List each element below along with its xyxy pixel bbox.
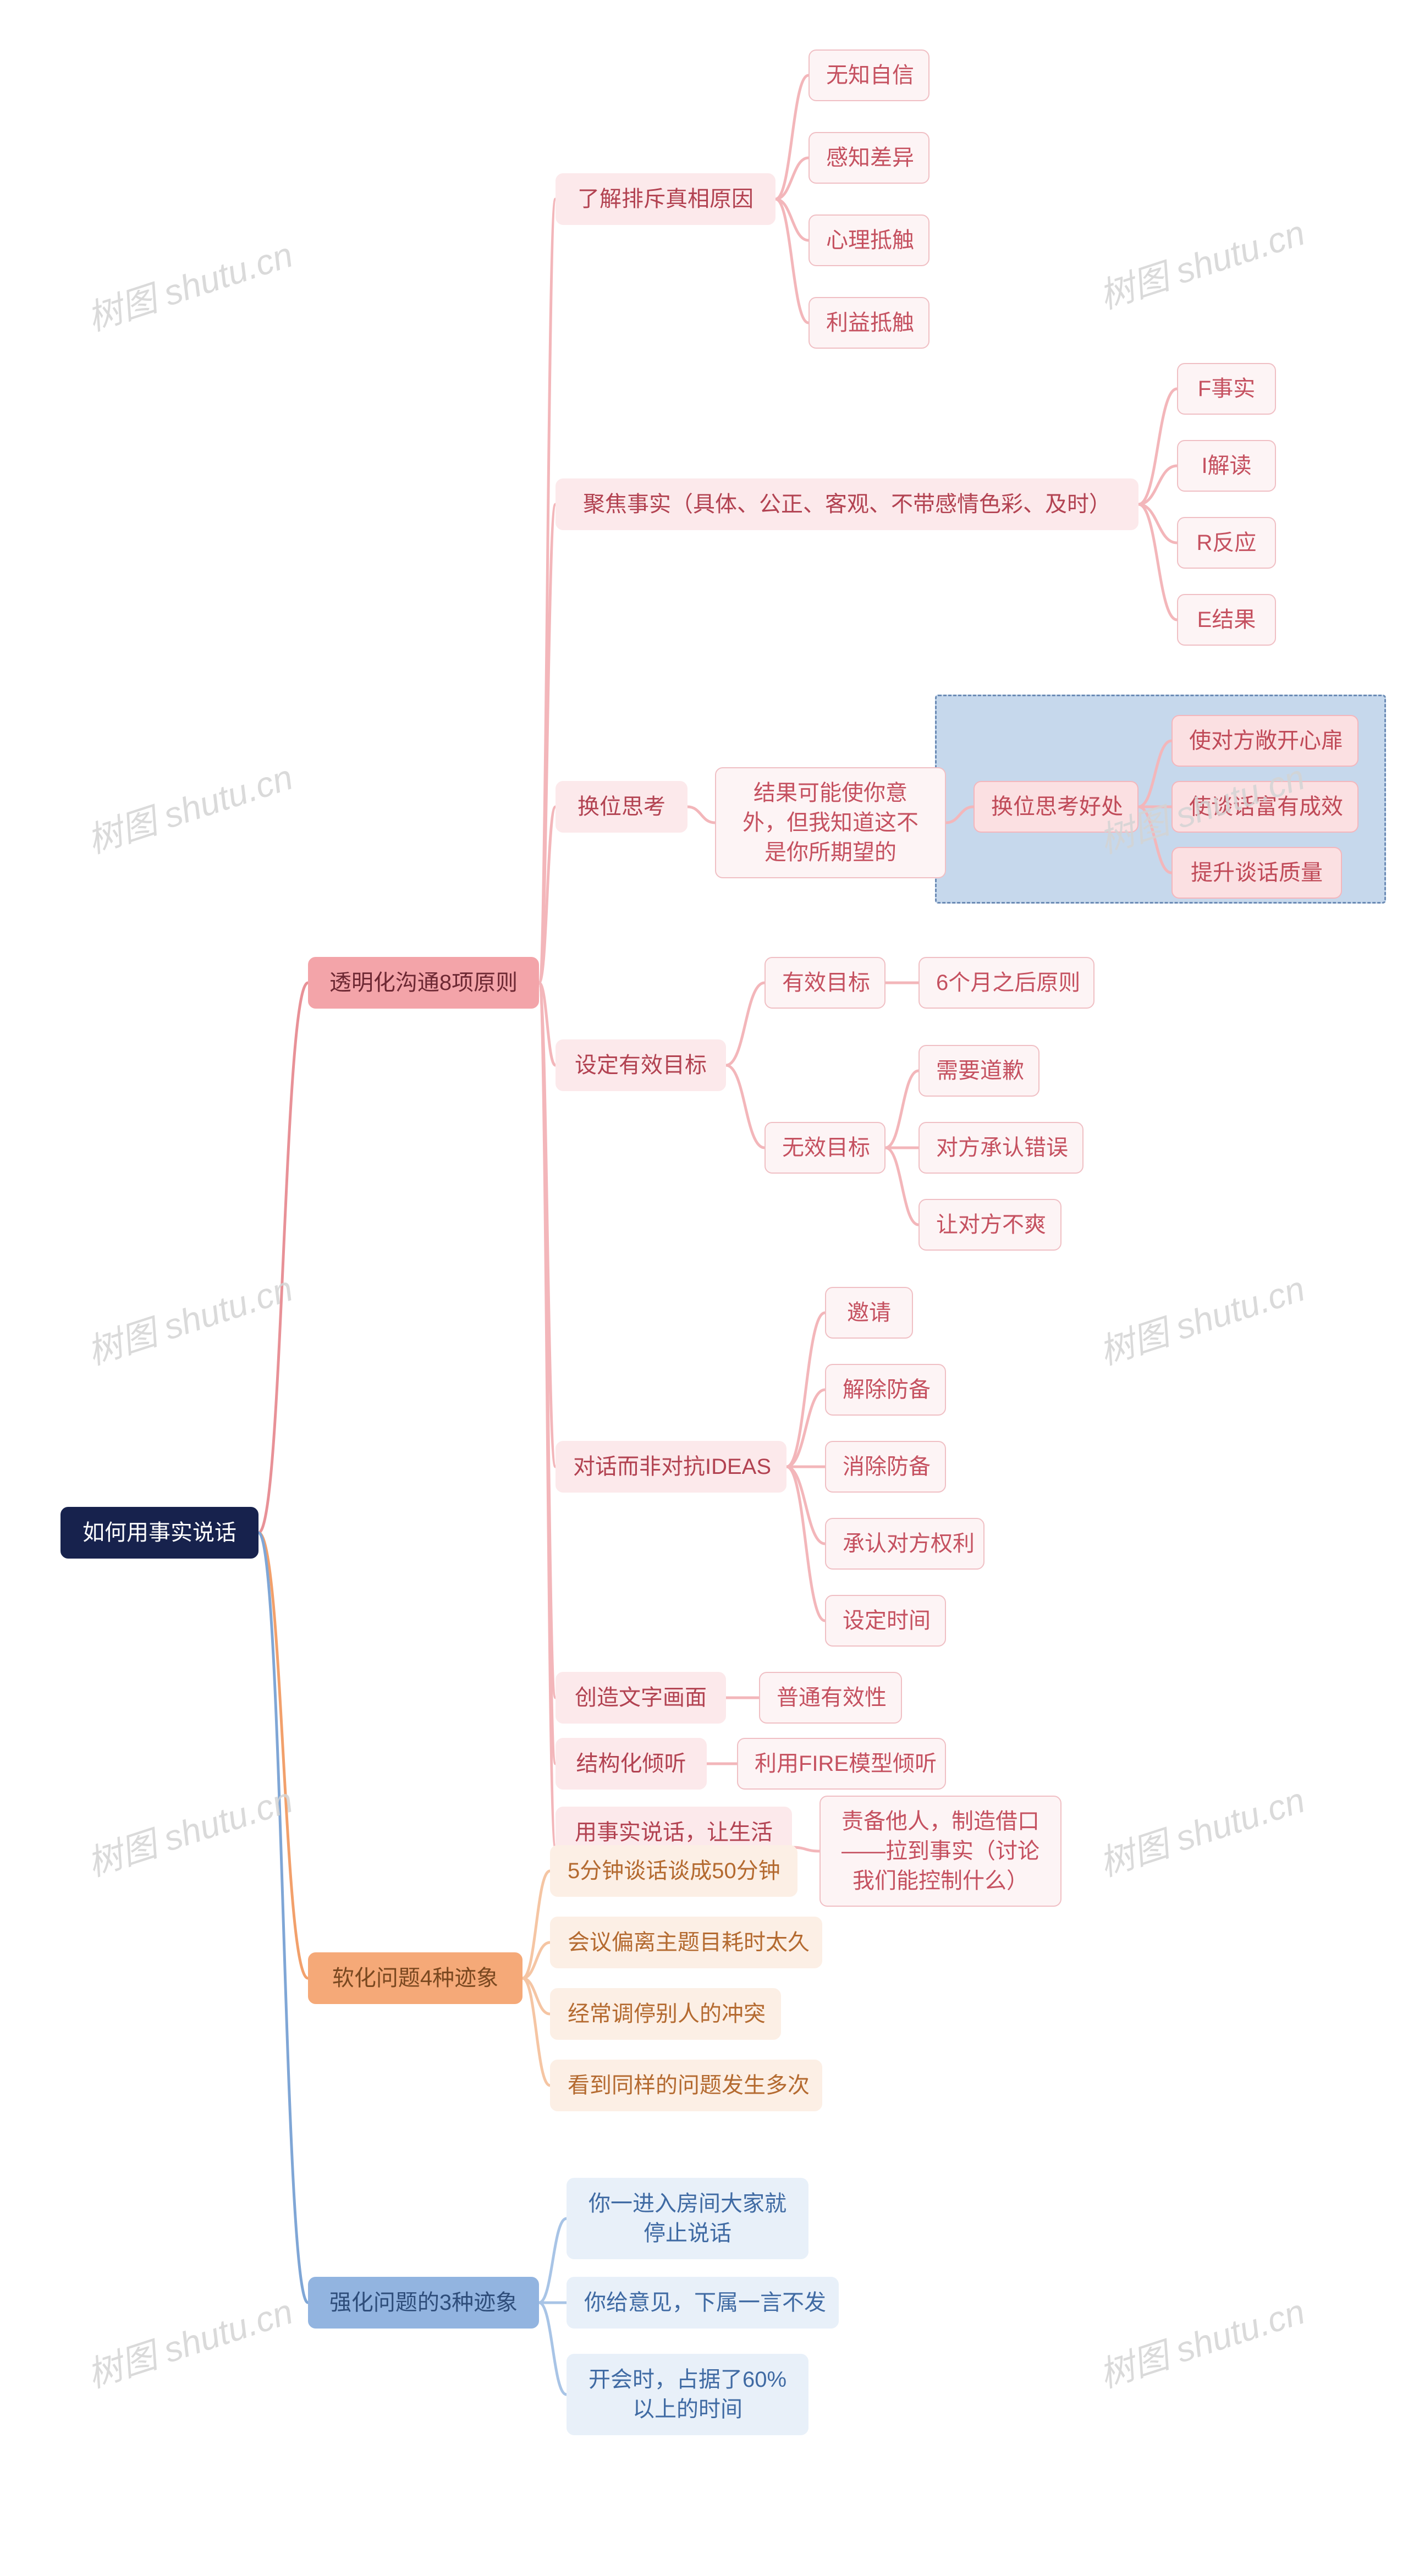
edge-p4b-p4b1 [886, 1071, 919, 1148]
node-p2d: E结果 [1177, 594, 1276, 646]
node-p7a: 利用FIRE模型倾听 [737, 1738, 946, 1790]
edge-b1-p4 [539, 983, 556, 1065]
node-p2: 聚焦事实（具体、公正、客观、不带感情色彩、及时） [556, 478, 1138, 530]
edge-p5-p5e [787, 1467, 825, 1621]
node-p4b2: 对方承认错误 [919, 1122, 1084, 1174]
edge-p2-p2c [1138, 504, 1177, 543]
watermark-8: 树图 shutu.cn [80, 2283, 298, 2397]
node-p8a: 责备他人，制造借口——拉到事实（讨论我们能控制什么） [820, 1796, 1062, 1907]
node-b2: 软化问题4种迹象 [308, 1952, 522, 2004]
node-p2b: I解读 [1177, 440, 1276, 492]
node-p7: 结构化倾听 [556, 1738, 707, 1790]
watermark-6: 树图 shutu.cn [80, 1772, 298, 1886]
node-p3b1: 使对方敞开心扉 [1172, 715, 1358, 767]
watermark-4: 树图 shutu.cn [80, 1261, 298, 1374]
node-p5a: 邀请 [825, 1287, 913, 1339]
node-p1d: 利益抵触 [809, 297, 930, 349]
node-root: 如何用事实说话 [61, 1507, 258, 1559]
node-p6a: 普通有效性 [759, 1672, 902, 1724]
edge-p1-p1d [776, 199, 809, 323]
edge-root-b2 [258, 1533, 308, 1978]
node-p3a: 结果可能使你意外，但我知道这不是你所期望的 [715, 767, 946, 878]
node-p3b3: 提升谈话质量 [1172, 847, 1342, 899]
node-bl1: 你一进入房间大家就停止说话 [566, 2178, 809, 2259]
edge-b2-o4 [522, 1978, 550, 2085]
edge-p5-p5b [787, 1390, 825, 1467]
edge-p1-p1a [776, 75, 809, 199]
edge-p2-p2d [1138, 504, 1177, 620]
node-p3b: 换位思考好处 [974, 781, 1138, 833]
node-p2c: R反应 [1177, 517, 1276, 569]
node-p1b: 感知差异 [809, 132, 930, 184]
edge-b1-p1 [539, 199, 556, 983]
node-b1: 透明化沟通8项原则 [308, 957, 539, 1009]
node-p1: 了解排斥真相原因 [556, 173, 776, 225]
edge-b1-p3 [539, 807, 556, 983]
node-p4a1: 6个月之后原则 [919, 957, 1094, 1009]
node-p5c: 消除防备 [825, 1441, 946, 1493]
node-b3: 强化问题的3种迹象 [308, 2277, 539, 2329]
edge-b2-o1 [522, 1871, 550, 1978]
edge-b1-p5 [539, 983, 556, 1467]
edge-p3-p3a [688, 807, 715, 823]
edge-p2-p2b [1138, 466, 1177, 504]
node-p6: 创造文字画面 [556, 1672, 726, 1724]
edge-b1-p8 [539, 983, 556, 1847]
watermark-2: 树图 shutu.cn [80, 749, 298, 863]
edge-b1-p7 [539, 983, 556, 1764]
node-bl2: 你给意见，下属一言不发 [566, 2277, 839, 2329]
node-p3b2: 使谈话富有成效 [1172, 781, 1358, 833]
node-p5b: 解除防备 [825, 1364, 946, 1416]
node-p3: 换位思考 [556, 781, 688, 833]
node-p4b: 无效目标 [765, 1122, 886, 1174]
node-p4a: 有效目标 [765, 957, 886, 1009]
watermark-9: 树图 shutu.cn [1092, 2283, 1310, 2397]
edge-b1-p2 [539, 504, 556, 983]
node-p5d: 承认对方权利 [825, 1518, 985, 1570]
edge-p1-p1c [776, 199, 809, 240]
node-o2: 会议偏离主题目耗时太久 [550, 1917, 822, 1968]
node-p5: 对话而非对抗IDEAS [556, 1441, 787, 1493]
edge-p5-p5a [787, 1313, 825, 1467]
node-o3: 经常调停别人的冲突 [550, 1988, 781, 2040]
watermark-5: 树图 shutu.cn [1092, 1261, 1310, 1374]
edge-root-b3 [258, 1533, 308, 2303]
node-o1: 5分钟谈话谈成50分钟 [550, 1845, 798, 1897]
node-bl3: 开会时，占据了60%以上的时间 [566, 2354, 809, 2435]
edge-p2-p2a [1138, 389, 1177, 504]
watermark-1: 树图 shutu.cn [1092, 205, 1310, 318]
edge-b1-p6 [539, 983, 556, 1698]
node-p1c: 心理抵触 [809, 214, 930, 266]
edge-p4b-p4b3 [886, 1148, 919, 1225]
edge-root-b1 [258, 983, 308, 1533]
edge-b2-o3 [522, 1978, 550, 2014]
watermark-7: 树图 shutu.cn [1092, 1772, 1310, 1886]
node-p2a: F事实 [1177, 363, 1276, 415]
edge-b2-o2 [522, 1942, 550, 1978]
node-o4: 看到同样的问题发生多次 [550, 2060, 822, 2111]
edge-p1-p1b [776, 158, 809, 199]
node-p4: 设定有效目标 [556, 1039, 726, 1091]
edge-b3-bl3 [539, 2303, 566, 2395]
node-p4b1: 需要道歉 [919, 1045, 1040, 1097]
edge-p4-p4b [726, 1065, 765, 1148]
watermark-0: 树图 shutu.cn [80, 227, 298, 340]
edge-b3-bl1 [539, 2219, 566, 2303]
node-p5e: 设定时间 [825, 1595, 946, 1647]
node-p1a: 无知自信 [809, 49, 930, 101]
edge-p5-p5d [787, 1467, 825, 1544]
node-p4b3: 让对方不爽 [919, 1199, 1062, 1251]
edge-p4-p4a [726, 983, 765, 1065]
